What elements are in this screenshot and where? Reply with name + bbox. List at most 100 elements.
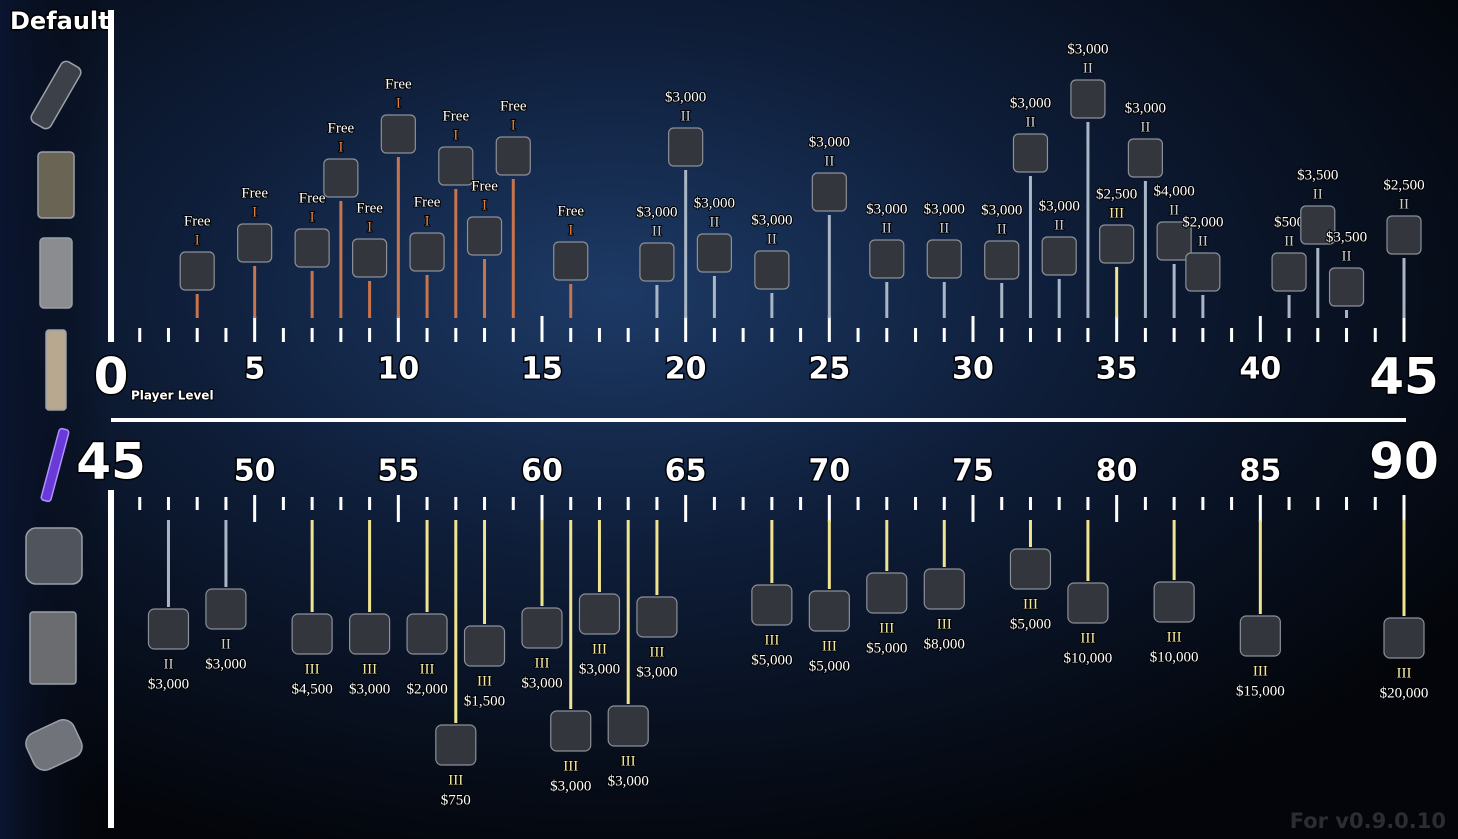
item-price: $3,000	[751, 212, 792, 228]
tick-label: 15	[521, 352, 563, 387]
item-tier: II	[1140, 119, 1150, 135]
item-price: Free	[241, 185, 268, 201]
minor-tick	[799, 328, 803, 342]
item-price: Free	[557, 203, 584, 219]
tick-label: 0	[94, 348, 129, 406]
minor-tick	[770, 328, 774, 342]
item-price: $3,000	[636, 204, 677, 220]
item-stem	[626, 520, 630, 704]
item-stem	[1316, 248, 1320, 318]
item-tier: III	[649, 644, 664, 660]
tick-label: 50	[234, 454, 276, 489]
item-stem	[511, 179, 515, 318]
minor-tick	[1316, 497, 1320, 510]
item-icon	[550, 710, 592, 752]
minor-tick	[1230, 497, 1234, 510]
item-tier: III	[1109, 205, 1124, 221]
item-tier: III	[764, 632, 779, 648]
minor-tick	[511, 497, 515, 510]
minor-tick	[1316, 328, 1320, 342]
item-stem	[655, 285, 659, 318]
item-icon	[521, 607, 563, 649]
minor-tick	[138, 497, 142, 510]
tick-label: 30	[952, 352, 994, 387]
minor-tick	[1201, 328, 1205, 342]
minor-tick	[166, 328, 170, 342]
item-price: $5,000	[809, 658, 850, 674]
item-icon	[466, 216, 503, 256]
minor-tick	[799, 497, 803, 510]
minor-tick	[425, 497, 429, 510]
icon-torch	[25, 719, 83, 771]
icon-glowstick	[40, 427, 70, 503]
major-tick	[396, 316, 400, 342]
item-icon	[435, 724, 477, 766]
sidebar	[0, 0, 110, 839]
minor-tick	[1345, 497, 1349, 510]
item-stem	[540, 520, 544, 606]
icon-video-camera	[25, 527, 83, 585]
item-icon	[380, 114, 416, 154]
item-icon	[636, 596, 678, 638]
item-stem	[1028, 520, 1032, 547]
minor-tick	[1172, 328, 1176, 342]
minor-tick	[368, 328, 372, 342]
item-tier: I	[453, 127, 458, 143]
item-tier: III	[420, 661, 435, 677]
item-tier: III	[305, 661, 320, 677]
minor-tick	[195, 328, 199, 342]
item-price: Free	[500, 98, 527, 114]
item-stem	[1000, 283, 1004, 318]
item-tier: III	[477, 673, 492, 689]
item-price: $3,500	[1326, 229, 1367, 245]
item-icon	[578, 593, 621, 635]
item-stem	[310, 520, 314, 612]
item-icon	[495, 136, 531, 176]
item-tier: II	[1169, 202, 1179, 218]
item-price: $3,000	[349, 681, 390, 697]
minor-tick	[914, 328, 918, 342]
minor-tick	[483, 328, 487, 342]
tick-label: 20	[665, 352, 707, 387]
minor-tick	[1086, 497, 1090, 510]
item-price: $4,000	[1154, 183, 1195, 199]
icon-notebook	[29, 611, 77, 685]
item-stem	[942, 520, 946, 567]
major-tick	[827, 316, 831, 342]
title: Default	[10, 7, 110, 35]
item-stem	[454, 189, 458, 318]
item-stem	[655, 520, 659, 595]
minor-tick	[1172, 497, 1176, 510]
item-tier: III	[1167, 629, 1182, 645]
item-price: $3,000	[521, 675, 562, 691]
tick-label: 40	[1239, 352, 1281, 387]
item-icon	[1009, 548, 1052, 590]
minor-tick	[914, 497, 918, 510]
item-tier: III	[563, 758, 578, 774]
item-icon	[1383, 617, 1425, 659]
item-stem	[1143, 181, 1147, 318]
item-price: $2,500	[1383, 177, 1424, 193]
major-tick	[1258, 316, 1262, 342]
item-stem	[1201, 295, 1205, 318]
item-price: Free	[471, 178, 498, 194]
item-stem	[684, 170, 688, 318]
item-icon	[1012, 133, 1049, 173]
item-icon	[1041, 236, 1077, 276]
minor-tick	[741, 497, 745, 510]
item-icon	[754, 250, 790, 290]
item-icon	[1067, 582, 1109, 624]
version: For v0.9.0.10	[1290, 809, 1446, 833]
tick-label: 45	[1369, 348, 1439, 406]
item-stem	[166, 520, 170, 607]
item-stem	[310, 271, 314, 318]
item-stem	[1287, 295, 1291, 318]
item-stem	[1345, 310, 1349, 318]
minor-tick	[885, 328, 889, 342]
item-icon	[1153, 581, 1195, 623]
item-icon	[1300, 205, 1336, 245]
icon-thermometer	[45, 329, 67, 411]
item-icon	[1271, 252, 1307, 292]
item-icon	[291, 613, 333, 655]
